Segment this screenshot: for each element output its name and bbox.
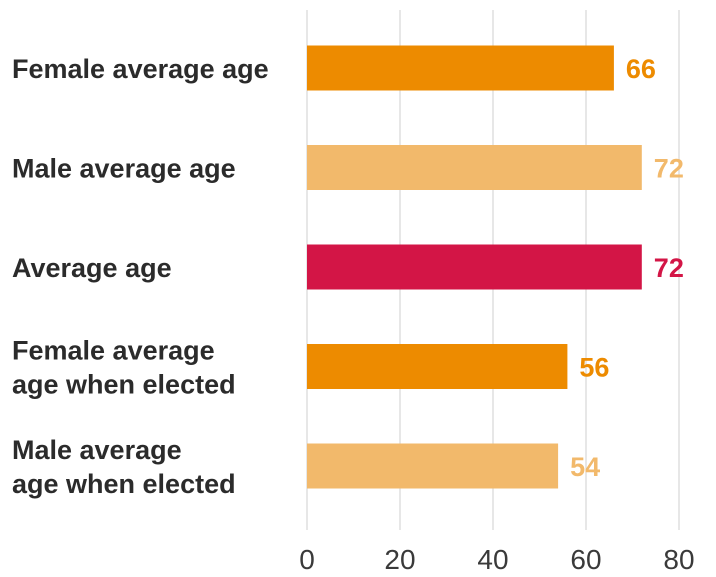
x-tick-label-20: 20 xyxy=(384,544,415,575)
category-label-0: Female average age xyxy=(12,54,269,84)
x-tick-label-60: 60 xyxy=(570,544,601,575)
category-label-2-line-0: Average age xyxy=(12,253,172,283)
category-label-1-line-0: Male average age xyxy=(12,154,236,184)
value-label-2: 72 xyxy=(654,253,684,283)
category-label-1: Male average age xyxy=(12,154,236,184)
x-tick-label-80: 80 xyxy=(663,544,694,575)
bar-3 xyxy=(307,344,568,389)
bar-0 xyxy=(307,45,614,91)
category-label-4-line-1: age when elected xyxy=(12,469,236,499)
category-label-3-line-1: age when elected xyxy=(12,370,236,400)
bars xyxy=(307,45,642,489)
x-tick-label-40: 40 xyxy=(477,544,508,575)
x-axis-tick-labels: 0 20 40 60 80 xyxy=(299,544,694,575)
bar-4 xyxy=(307,443,559,489)
x-tick-label-0: 0 xyxy=(299,544,315,575)
bar-2 xyxy=(307,244,642,290)
category-label-3: Female average age when elected xyxy=(12,336,236,400)
category-label-0-line-0: Female average age xyxy=(12,54,269,84)
category-label-3-line-0: Female average xyxy=(12,336,215,366)
category-label-4-line-0: Male average xyxy=(12,435,182,465)
value-label-3: 56 xyxy=(579,353,609,383)
value-label-1: 72 xyxy=(654,154,684,184)
category-labels: Female average age Male average age Averag… xyxy=(12,54,269,499)
bar-1 xyxy=(307,145,642,190)
category-label-4: Male average age when elected xyxy=(12,435,236,499)
value-label-0: 66 xyxy=(626,54,656,84)
value-label-4: 54 xyxy=(570,452,600,482)
category-label-2: Average age xyxy=(12,253,172,283)
value-labels: 66 72 72 56 54 xyxy=(570,54,684,482)
